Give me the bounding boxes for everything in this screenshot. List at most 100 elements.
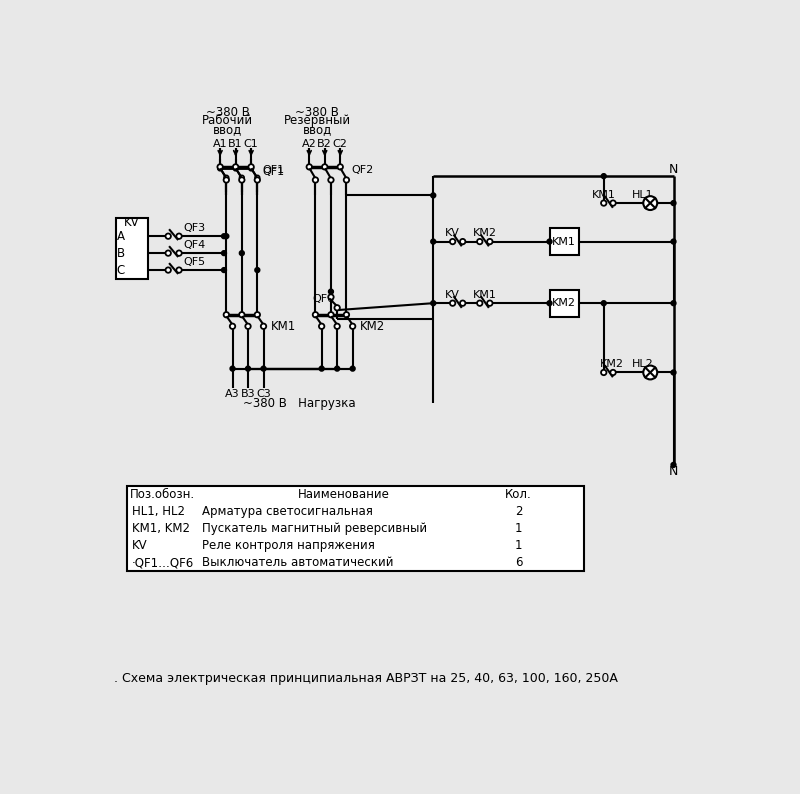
Circle shape bbox=[431, 301, 435, 306]
Circle shape bbox=[671, 239, 676, 244]
Circle shape bbox=[319, 366, 324, 371]
Text: Наименование: Наименование bbox=[298, 488, 390, 501]
Circle shape bbox=[255, 268, 260, 272]
Circle shape bbox=[322, 164, 327, 170]
Text: QF1: QF1 bbox=[262, 165, 284, 175]
Circle shape bbox=[477, 300, 482, 306]
Text: HL2: HL2 bbox=[632, 359, 654, 369]
Text: Арматура светосигнальная: Арматура светосигнальная bbox=[202, 505, 372, 518]
Circle shape bbox=[255, 175, 260, 180]
Circle shape bbox=[254, 177, 260, 183]
Circle shape bbox=[239, 251, 244, 256]
Text: C3: C3 bbox=[256, 389, 271, 399]
Text: B1: B1 bbox=[228, 139, 243, 148]
Circle shape bbox=[176, 268, 182, 273]
Text: KM2: KM2 bbox=[600, 359, 624, 369]
Circle shape bbox=[224, 234, 229, 238]
Circle shape bbox=[671, 370, 676, 375]
Text: C2: C2 bbox=[333, 139, 348, 148]
Text: ввод: ввод bbox=[214, 122, 242, 136]
Circle shape bbox=[224, 177, 229, 183]
Circle shape bbox=[239, 175, 244, 180]
Circle shape bbox=[431, 239, 435, 244]
Circle shape bbox=[233, 164, 238, 170]
Circle shape bbox=[313, 312, 318, 318]
Circle shape bbox=[328, 312, 334, 318]
Text: QF1: QF1 bbox=[262, 168, 285, 177]
Circle shape bbox=[450, 239, 455, 245]
Circle shape bbox=[254, 312, 260, 318]
Circle shape bbox=[246, 366, 250, 371]
Circle shape bbox=[350, 324, 355, 329]
Text: 1: 1 bbox=[514, 522, 522, 535]
Bar bbox=[550, 229, 579, 256]
Text: A: A bbox=[117, 229, 125, 243]
Circle shape bbox=[671, 463, 676, 467]
Circle shape bbox=[344, 312, 349, 318]
Text: QF4: QF4 bbox=[184, 241, 206, 250]
Text: KM2: KM2 bbox=[360, 320, 385, 333]
Text: KV: KV bbox=[445, 228, 460, 238]
Text: HL1, HL2: HL1, HL2 bbox=[132, 505, 185, 518]
Circle shape bbox=[610, 200, 616, 206]
Circle shape bbox=[230, 366, 235, 371]
Circle shape bbox=[329, 289, 334, 294]
Text: 1: 1 bbox=[514, 539, 522, 553]
Text: ~380 В: ~380 В bbox=[206, 106, 250, 119]
Text: Выключатель автоматический: Выключатель автоматический bbox=[202, 556, 393, 569]
Text: . Схема электрическая принципиальная АВРЗТ на 25, 40, 63, 100, 160, 250А: . Схема электрическая принципиальная АВР… bbox=[114, 673, 618, 685]
Circle shape bbox=[239, 177, 245, 183]
Circle shape bbox=[344, 177, 349, 183]
Text: Резервный: Резервный bbox=[283, 114, 350, 127]
Text: Реле контроля напряжения: Реле контроля напряжения bbox=[202, 539, 374, 553]
Text: KM1: KM1 bbox=[474, 290, 497, 299]
Circle shape bbox=[338, 164, 343, 170]
Text: A2: A2 bbox=[302, 139, 317, 148]
Circle shape bbox=[547, 301, 552, 306]
Circle shape bbox=[602, 301, 606, 306]
Circle shape bbox=[239, 312, 245, 318]
Text: KV: KV bbox=[124, 216, 139, 229]
Text: KM1: KM1 bbox=[592, 190, 616, 199]
Text: ~380 В   Нагрузка: ~380 В Нагрузка bbox=[243, 397, 356, 410]
Circle shape bbox=[176, 233, 182, 239]
Circle shape bbox=[460, 300, 466, 306]
Circle shape bbox=[306, 164, 312, 170]
Text: 2: 2 bbox=[514, 505, 522, 518]
Bar bbox=[115, 218, 148, 279]
Circle shape bbox=[335, 366, 339, 371]
Text: KM1: KM1 bbox=[552, 237, 576, 247]
Text: B: B bbox=[117, 247, 125, 260]
Circle shape bbox=[487, 300, 493, 306]
Circle shape bbox=[477, 239, 482, 245]
Circle shape bbox=[222, 234, 226, 238]
Text: A3: A3 bbox=[226, 389, 240, 399]
Text: Пускатель магнитный реверсивный: Пускатель магнитный реверсивный bbox=[202, 522, 426, 535]
Circle shape bbox=[249, 164, 254, 170]
Text: HL1: HL1 bbox=[632, 190, 654, 199]
Text: C1: C1 bbox=[244, 139, 258, 148]
Text: Кол.: Кол. bbox=[505, 488, 532, 501]
Circle shape bbox=[166, 233, 171, 239]
Circle shape bbox=[610, 370, 616, 376]
Text: QF5: QF5 bbox=[184, 257, 206, 268]
Circle shape bbox=[319, 324, 324, 329]
Text: C: C bbox=[117, 264, 125, 276]
Circle shape bbox=[643, 196, 658, 210]
Circle shape bbox=[602, 174, 606, 179]
Text: 6: 6 bbox=[514, 556, 522, 569]
Circle shape bbox=[224, 175, 229, 180]
Circle shape bbox=[218, 166, 222, 171]
Circle shape bbox=[234, 166, 238, 171]
Circle shape bbox=[643, 365, 658, 380]
Circle shape bbox=[166, 250, 171, 256]
Text: KV: KV bbox=[132, 539, 147, 553]
Circle shape bbox=[261, 366, 266, 371]
Text: KM2: KM2 bbox=[552, 299, 576, 308]
Text: QF3: QF3 bbox=[184, 223, 206, 233]
Circle shape bbox=[176, 250, 182, 256]
Text: QF2: QF2 bbox=[351, 165, 374, 175]
Circle shape bbox=[166, 268, 171, 273]
Circle shape bbox=[222, 251, 226, 256]
Circle shape bbox=[487, 239, 493, 245]
